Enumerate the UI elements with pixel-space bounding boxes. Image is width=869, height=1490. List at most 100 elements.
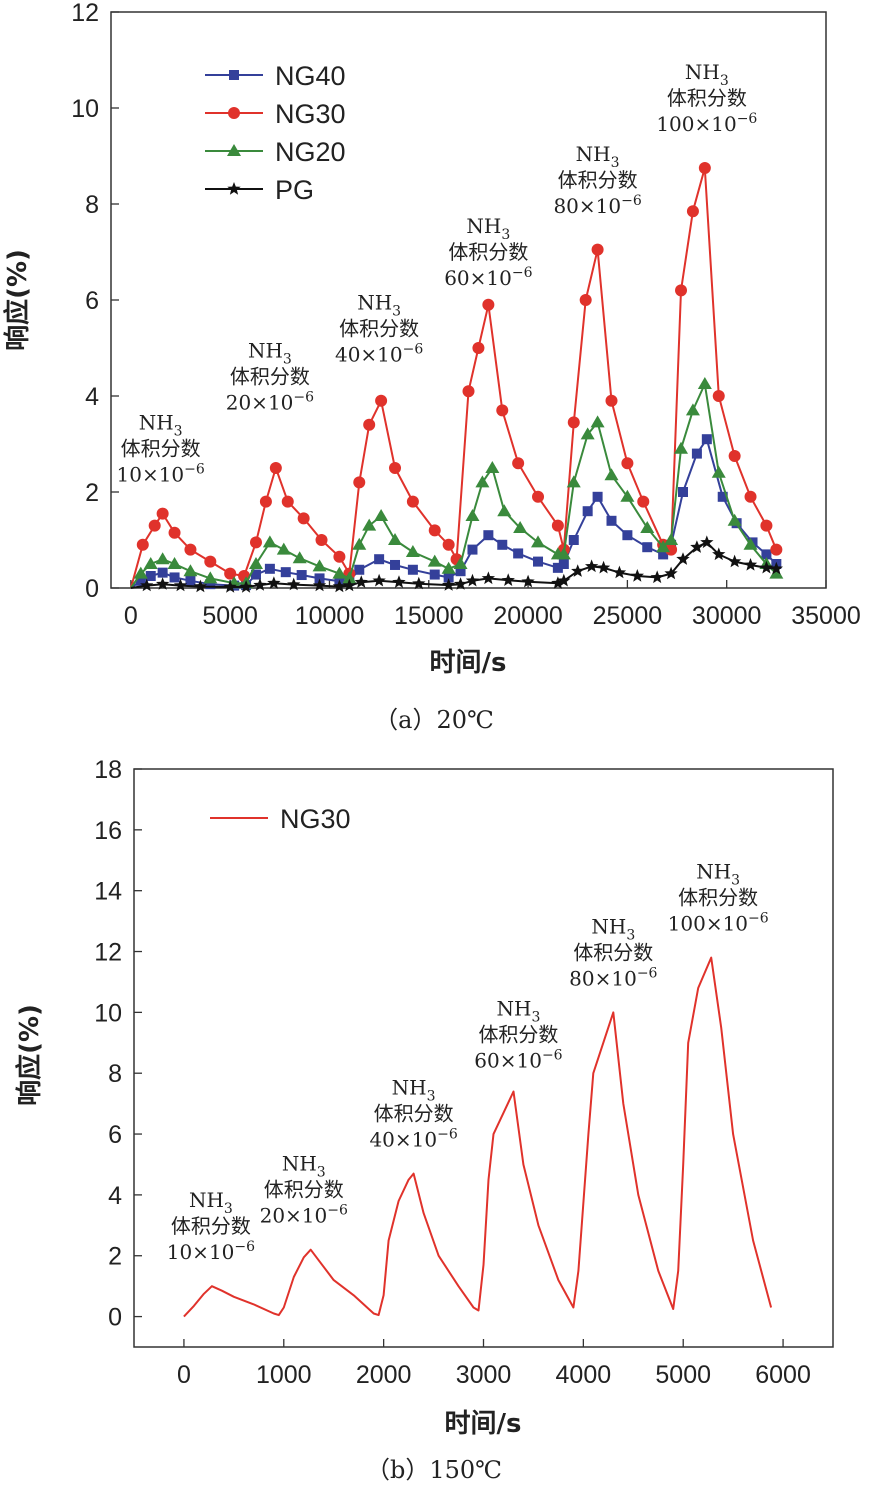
y-tick-label: 12	[94, 939, 122, 967]
data-point-ng40	[250, 569, 261, 580]
data-point-ng20	[697, 377, 712, 389]
data-point-pg	[372, 573, 386, 587]
legend-marker-ng30	[228, 107, 240, 119]
x-tick-label: 0	[177, 1361, 191, 1389]
svg-text:NH3: NH3	[189, 1188, 233, 1217]
data-point-ng30	[442, 538, 455, 551]
data-point-ng30	[567, 416, 580, 429]
data-point-ng30	[770, 543, 783, 556]
svg-text:10×10−6: 10×10−6	[167, 1239, 255, 1264]
data-point-pg	[342, 578, 356, 592]
svg-text:100×10−6: 100×10−6	[656, 111, 757, 136]
data-point-pg	[596, 560, 611, 574]
data-point-pg	[676, 552, 690, 565]
data-point-ng30	[591, 243, 604, 256]
data-point-ng20	[711, 465, 726, 478]
data-point-ng20	[465, 509, 480, 521]
y-tick-label: 6	[108, 1121, 122, 1149]
svg-text:NH3: NH3	[497, 996, 541, 1025]
y-tick-label: 4	[85, 383, 99, 411]
data-point-ng30	[532, 490, 545, 503]
svg-text:NH3: NH3	[357, 291, 401, 320]
data-point-ng20	[620, 489, 635, 502]
data-point-ng20	[640, 521, 655, 533]
svg-text:体积分数: 体积分数	[448, 240, 528, 264]
data-point-ng40	[145, 571, 156, 581]
data-point-ng20	[497, 504, 512, 517]
svg-text:NH3: NH3	[248, 339, 292, 368]
data-point-ng40	[761, 549, 772, 560]
data-point-ng30	[675, 284, 688, 297]
y-tick-label: 14	[94, 878, 122, 906]
data-point-ng30	[281, 495, 294, 508]
data-point-ng30	[686, 205, 699, 218]
ylabel-b: 响应(%)	[14, 1004, 45, 1106]
data-point-ng40	[264, 563, 275, 574]
x-tick-label: 3000	[456, 1361, 512, 1389]
data-point-ng40	[169, 572, 180, 583]
chart-panel-a: 0 2 4 6 8 10 12 0 5000 10000 15000 20000 25000 30000…	[2, 0, 861, 734]
svg-text:体积分数: 体积分数	[678, 886, 758, 910]
data-point-ng20	[167, 557, 182, 569]
data-point-ng20	[427, 554, 442, 567]
data-point-ng30	[605, 394, 618, 407]
data-point-ng20	[374, 509, 389, 521]
svg-text:NH3: NH3	[282, 1152, 326, 1181]
legend-label-ng40: NG40	[275, 61, 346, 91]
x-tick-label: 20000	[493, 602, 563, 630]
data-point-ng20	[362, 518, 377, 531]
svg-text:40×10−6: 40×10−6	[369, 1127, 457, 1152]
svg-text:体积分数: 体积分数	[264, 1178, 344, 1202]
data-point-ng40	[622, 530, 633, 541]
data-point-ng20	[276, 542, 291, 555]
data-point-pg	[769, 561, 783, 575]
data-point-ng40	[296, 570, 307, 581]
data-point-ng30	[353, 476, 366, 489]
data-point-ng30	[148, 519, 161, 532]
svg-text:20×10−6: 20×10−6	[260, 1203, 348, 1228]
data-point-ng40	[717, 491, 728, 502]
data-point-ng40	[185, 575, 196, 586]
y-tick-label: 2	[85, 479, 99, 507]
series-line-ng30	[129, 167, 778, 589]
data-point-ng20	[133, 566, 148, 579]
legend-marker-ng40	[229, 70, 239, 80]
data-point-pg	[223, 580, 237, 593]
x-tick-label: 4000	[556, 1361, 612, 1389]
data-point-pg	[551, 576, 565, 589]
data-point-pg	[743, 558, 758, 571]
data-point-pg	[650, 570, 664, 584]
y-tick-label: 10	[94, 999, 122, 1027]
legend-label-ng30: NG30	[275, 99, 346, 129]
data-point-pg	[728, 554, 742, 568]
data-point-ng20	[292, 551, 307, 564]
data-point-ng30	[375, 394, 388, 407]
data-point-pg	[193, 579, 207, 593]
data-point-ng20	[388, 533, 403, 545]
data-point-pg	[690, 540, 704, 553]
data-point-ng40	[280, 567, 291, 578]
data-point-ng30	[249, 536, 262, 549]
svg-text:60×10−6: 60×10−6	[444, 265, 532, 290]
data-point-ng20	[604, 468, 619, 481]
x-tick-label: 6000	[755, 1361, 811, 1389]
data-point-ng30	[406, 495, 419, 508]
data-point-pg	[630, 569, 644, 582]
data-point-ng20	[531, 535, 546, 548]
x-tick-label: 25000	[593, 602, 663, 630]
data-point-ng30	[551, 519, 564, 532]
svg-text:NH3: NH3	[685, 60, 729, 89]
legend-label-ng30: NG30	[280, 804, 351, 834]
data-point-ng40	[678, 487, 688, 497]
data-point-ng40	[691, 448, 702, 459]
svg-text:60×10−6: 60×10−6	[474, 1047, 562, 1072]
caption-a: （a）20℃	[374, 706, 494, 734]
